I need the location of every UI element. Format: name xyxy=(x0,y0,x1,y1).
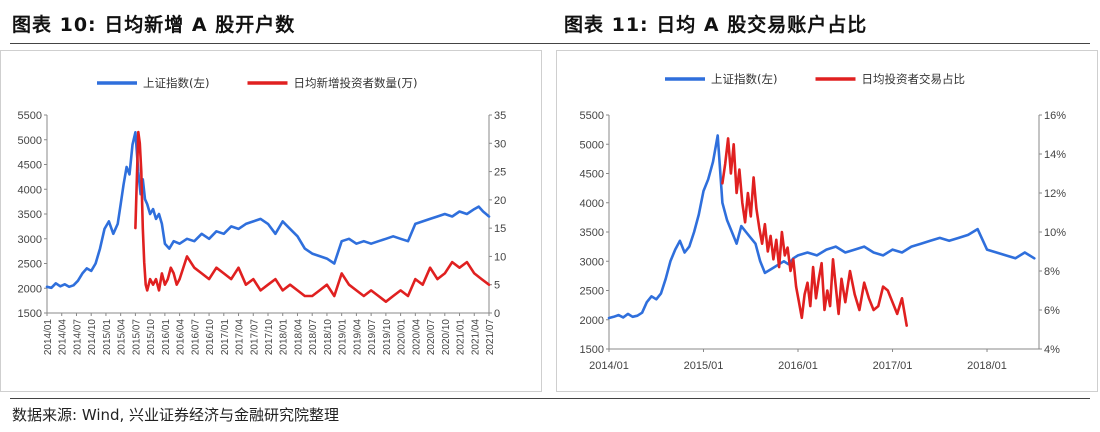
x-axis-tick-label: 2015/01 xyxy=(684,360,724,372)
legend-label: 日均投资者交易占比 xyxy=(862,72,966,86)
legend-label: 日均新增投资者数量(万) xyxy=(294,76,418,90)
legend: 上证指数(左) 日均投资者交易占比 xyxy=(665,72,965,86)
x-axis-tick-label: 2015/07 xyxy=(131,319,142,356)
x-axis-tick-label: 2014/07 xyxy=(72,319,83,356)
figure-11-panel: 图表 11: 日均 A 股交易账户占比 1500 2000 2500 3000 3500… xyxy=(552,0,1100,398)
x-axis-tick-label: 2018/01 xyxy=(967,360,1007,372)
figure-10-title: 图表 10: 日均新增 A 股开户数 xyxy=(12,14,296,36)
left-axis-tick-label: 4500 xyxy=(580,169,604,181)
x-axis-tick-label: 2017/07 xyxy=(249,319,260,356)
x-axis-tick-label: 2020/07 xyxy=(426,319,437,356)
x-axis-tick-label: 2021/07 xyxy=(485,319,496,356)
legend: 上证指数(左) 日均新增投资者数量(万) xyxy=(97,76,417,90)
x-axis-tick-label: 2021/04 xyxy=(470,319,481,356)
right-axis-tick-label: 25 xyxy=(494,167,506,179)
x-axis-tick-label: 2017/01 xyxy=(873,360,913,372)
figure-10-chart: 1500 2000 2500 3000 3500 4000 4500 5000 5500 0 5 10… xyxy=(18,76,507,355)
left-axis-tick-label: 1500 xyxy=(580,344,604,356)
x-axis-tick-label: 2019/04 xyxy=(352,319,363,356)
x-axis-tick-label: 2015/10 xyxy=(146,319,157,356)
left-axis-tick-label: 2000 xyxy=(580,315,604,327)
left-axis-tick-label: 5000 xyxy=(18,135,42,147)
x-axis-tick-label: 2021/01 xyxy=(456,319,467,356)
right-axis-tick-label: 35 xyxy=(494,110,506,122)
series-line-investors xyxy=(721,137,909,327)
figure-11-chart: 1500 2000 2500 3000 3500 4000 4500 5000 5500 4% 6%… xyxy=(580,72,1067,372)
left-axis-tick-label: 3500 xyxy=(580,227,604,239)
x-axis-tick-label: 2016/07 xyxy=(190,319,201,356)
x-axis-tick-label: 2016/01 xyxy=(778,360,818,372)
footer-rule xyxy=(10,398,1090,399)
left-axis-tick-label: 5500 xyxy=(18,110,42,122)
left-axis-tick-label: 4500 xyxy=(18,160,42,172)
x-axis-tick-label: 2017/10 xyxy=(264,319,275,356)
figure-10-panel: 图表 10: 日均新增 A 股开户数 1500 2000 2500 3000 3500 4… xyxy=(0,0,548,398)
right-axis-tick-label: 14% xyxy=(1044,149,1066,161)
x-axis-tick-label: 2019/10 xyxy=(382,319,393,356)
right-axis-tick-label: 20 xyxy=(494,195,506,207)
series-line-index xyxy=(607,134,1036,320)
right-axis-tick-label: 10 xyxy=(494,251,506,263)
series-line-index xyxy=(45,131,491,290)
right-axis-tick-label: 12% xyxy=(1044,188,1066,200)
axes-group: 1500 2000 2500 3000 3500 4000 4500 5000 5500 4% 6%… xyxy=(580,110,1067,372)
left-axis-tick-label: 3500 xyxy=(18,209,42,221)
x-axis-tick-label: 2017/01 xyxy=(220,319,231,356)
source-note: 数据来源: Wind, 兴业证券经济与金融研究院整理 xyxy=(12,406,340,424)
x-axis-tick-label: 2016/01 xyxy=(161,319,172,356)
left-axis-tick-label: 3000 xyxy=(18,234,42,246)
right-axis-tick-label: 10% xyxy=(1044,227,1066,239)
right-axis-tick-label: 0 xyxy=(494,308,500,320)
x-axis-tick-label: 2014/04 xyxy=(58,319,69,356)
x-axis-tick-label: 2018/07 xyxy=(308,319,319,356)
x-axis-tick-label: 2020/04 xyxy=(411,319,422,356)
right-axis-tick-label: 16% xyxy=(1044,110,1066,122)
left-axis-tick-label: 2000 xyxy=(18,283,42,295)
x-axis-tick-label: 2015/01 xyxy=(102,319,113,356)
x-axis-tick-label: 2018/01 xyxy=(279,319,290,356)
right-axis-tick-label: 4% xyxy=(1044,344,1060,356)
left-axis-tick-label: 4000 xyxy=(580,198,604,210)
figure-11-chart-frame: 1500 2000 2500 3000 3500 4000 4500 5000 5500 4% 6%… xyxy=(556,50,1098,392)
left-axis-tick-label: 5000 xyxy=(580,139,604,151)
legend-label: 上证指数(左) xyxy=(143,76,209,90)
x-axis-tick-label: 2015/04 xyxy=(117,319,128,356)
left-axis-tick-label: 4000 xyxy=(18,184,42,196)
left-axis-tick-label: 2500 xyxy=(580,286,604,298)
series-line-investors xyxy=(134,130,491,303)
right-axis-tick-label: 5 xyxy=(494,280,500,292)
x-axis-tick-label: 2016/10 xyxy=(205,319,216,356)
x-axis-tick-label: 2017/04 xyxy=(235,319,246,356)
left-axis-tick-label: 2500 xyxy=(18,259,42,271)
x-axis-tick-label: 2016/04 xyxy=(176,319,187,356)
x-axis-tick-label: 2014/01 xyxy=(43,319,54,356)
x-axis-tick-label: 2018/10 xyxy=(323,319,334,356)
right-axis-tick-label: 6% xyxy=(1044,305,1060,317)
x-axis-tick-label: 2020/10 xyxy=(441,319,452,356)
left-axis-tick-label: 3000 xyxy=(580,256,604,268)
figure-10-chart-frame: 1500 2000 2500 3000 3500 4000 4500 5000 5500 0 5 10… xyxy=(0,50,542,392)
x-axis-tick-label: 2019/01 xyxy=(338,319,349,356)
right-axis-tick-label: 30 xyxy=(494,138,506,150)
x-axis-tick-label: 2018/04 xyxy=(293,319,304,356)
right-axis-tick-label: 15 xyxy=(494,223,506,235)
right-axis-tick-label: 8% xyxy=(1044,266,1060,278)
figure-11-title: 图表 11: 日均 A 股交易账户占比 xyxy=(564,14,868,36)
x-axis-tick-label: 2019/07 xyxy=(367,319,378,356)
x-axis-tick-label: 2014/01 xyxy=(589,360,629,372)
x-axis-tick-label: 2020/01 xyxy=(397,319,408,356)
left-axis-tick-label: 5500 xyxy=(580,110,604,122)
axes-group: 1500 2000 2500 3000 3500 4000 4500 5000 5500 0 5 10… xyxy=(18,110,507,355)
legend-label: 上证指数(左) xyxy=(711,72,777,86)
header-rule xyxy=(10,43,1090,44)
x-axis-tick-label: 2014/10 xyxy=(87,319,98,356)
left-axis-tick-label: 1500 xyxy=(18,308,42,320)
